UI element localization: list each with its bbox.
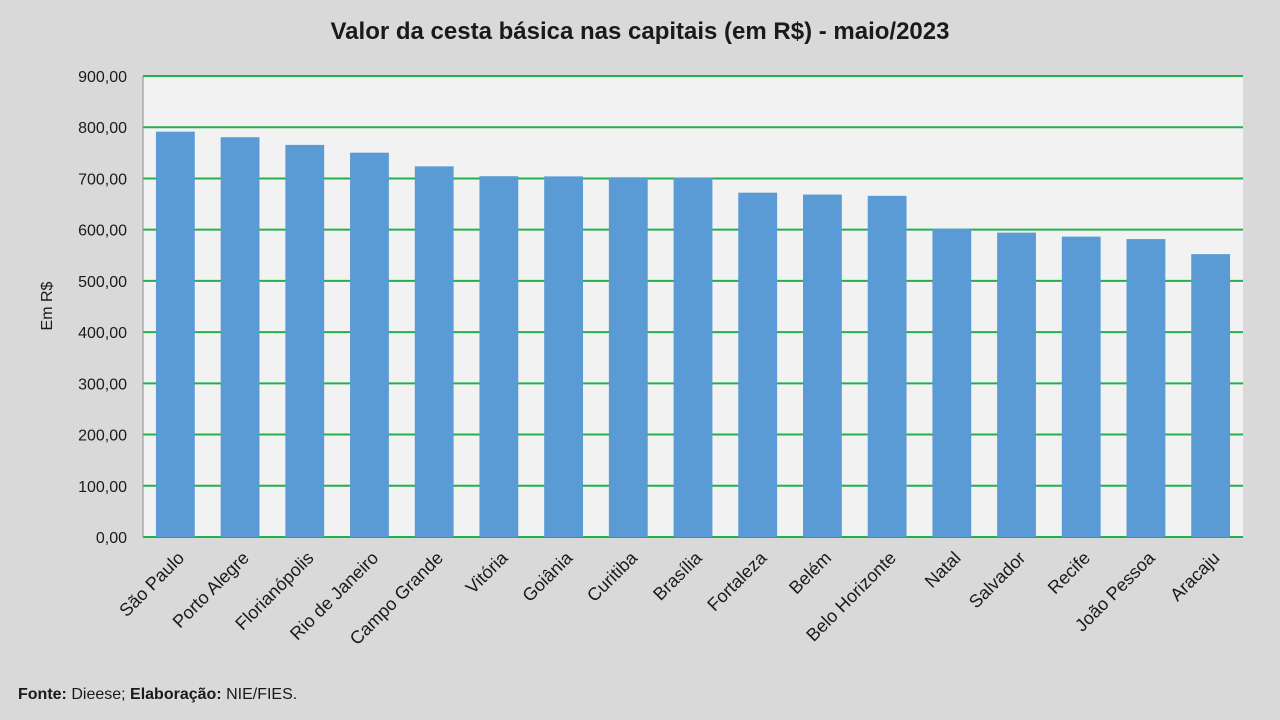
y-tick-label: 200,00 — [78, 428, 127, 445]
x-tick-label: Fortaleza — [703, 547, 771, 615]
y-tick-label: 0,00 — [96, 530, 127, 547]
source-value: Dieese; — [71, 686, 126, 703]
x-tick-label: Recife — [1044, 548, 1094, 598]
x-tick-label: Salvador — [965, 548, 1029, 612]
x-tick-label: Belém — [785, 548, 835, 598]
y-tick-label: 100,00 — [78, 479, 127, 496]
bar — [932, 228, 972, 537]
y-axis-title: Em R$ — [39, 281, 56, 330]
bar — [544, 176, 583, 537]
y-tick-label: 800,00 — [78, 120, 127, 137]
bar — [608, 177, 648, 537]
y-tick-label: 500,00 — [78, 274, 127, 291]
bar — [997, 232, 1036, 537]
bar — [350, 152, 389, 537]
bar — [220, 137, 260, 537]
bar — [155, 131, 195, 537]
bar — [738, 192, 778, 538]
bar — [1126, 239, 1166, 537]
x-tick-label: Brasília — [649, 547, 706, 604]
bar — [285, 144, 325, 537]
bar — [1061, 236, 1101, 538]
elaboration-value: NIE/FIES. — [226, 686, 298, 703]
y-tick-label: 900,00 — [78, 69, 127, 86]
bar — [867, 195, 907, 538]
y-tick-label: 400,00 — [78, 325, 127, 342]
bar — [1191, 254, 1231, 537]
source-note: Fonte: Dieese; Elaboração: NIE/FIES. — [18, 686, 297, 704]
source-label: Fonte: — [18, 686, 67, 703]
y-tick-label: 300,00 — [78, 376, 127, 393]
bar — [414, 166, 454, 537]
y-tick-label: 600,00 — [78, 223, 127, 240]
x-tick-label: Curitiba — [583, 547, 642, 606]
chart-title: Valor da cesta básica nas capitais (em R… — [330, 18, 950, 45]
x-tick-label: Goiânia — [518, 547, 577, 606]
x-tick-label: Aracaju — [1166, 548, 1223, 605]
bar — [673, 177, 713, 537]
bar — [803, 194, 842, 537]
elaboration-label: Elaboração: — [130, 686, 222, 703]
x-tick-label: Vitória — [462, 547, 513, 598]
x-tick-label: Natal — [921, 548, 965, 592]
bar — [479, 176, 519, 537]
y-tick-label: 700,00 — [78, 171, 127, 188]
